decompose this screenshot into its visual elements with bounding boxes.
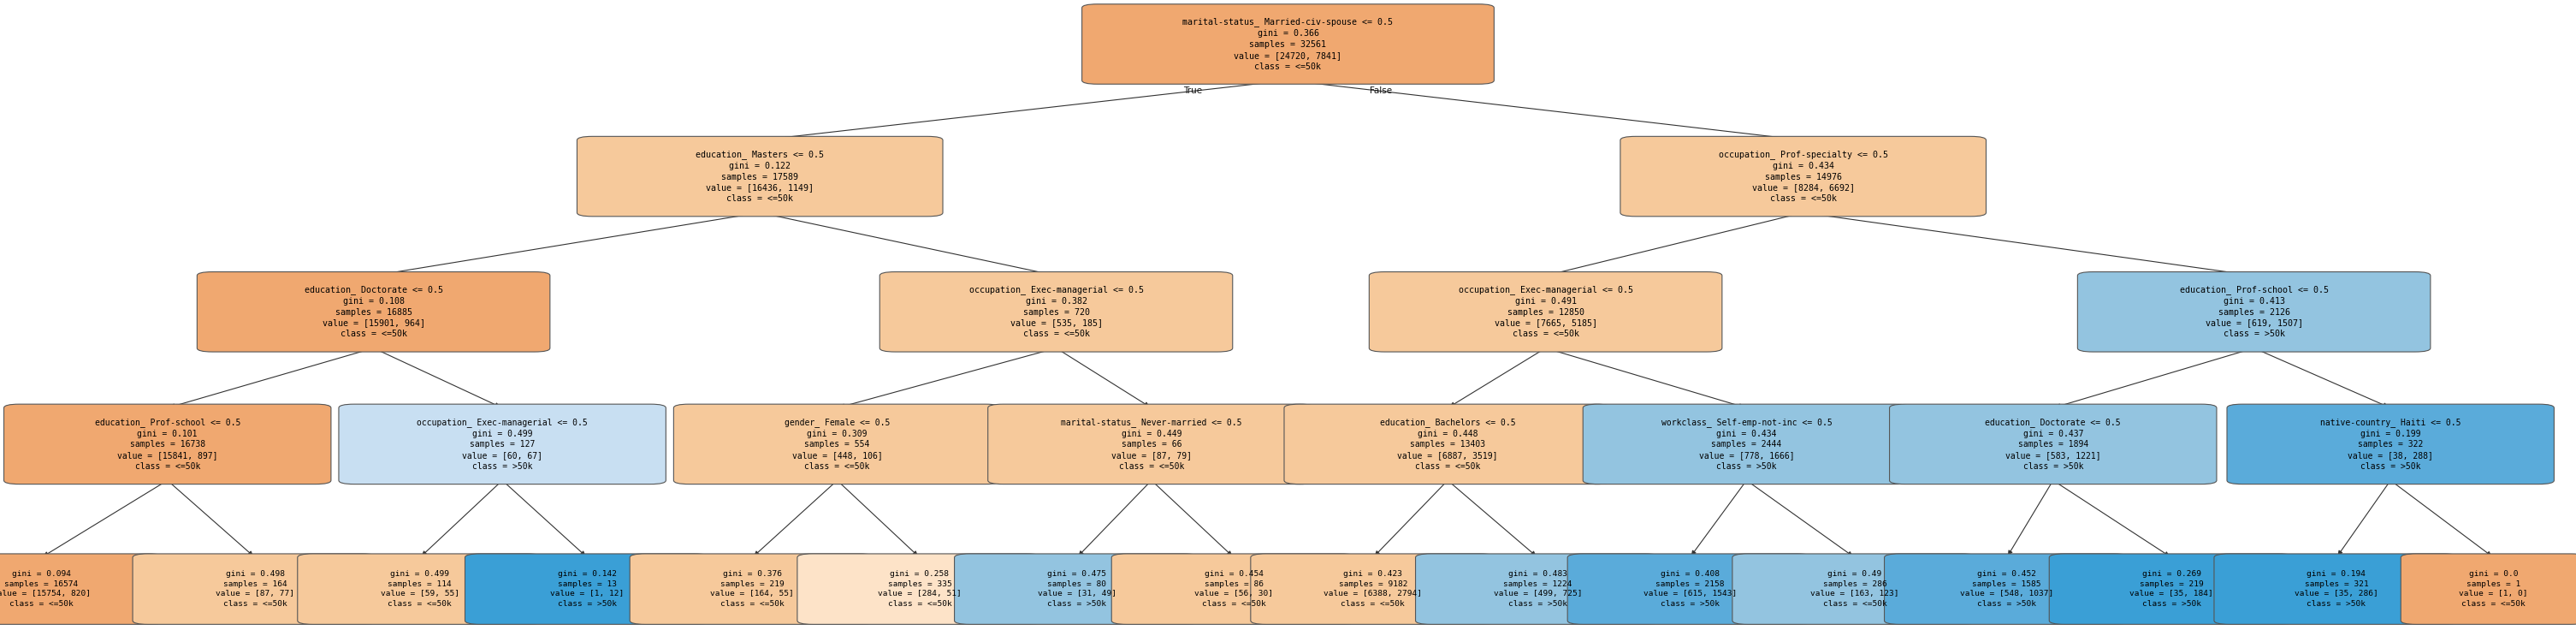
Text: gini = 0.269
samples = 219
value = [35, 184]
class = >50k: gini = 0.269 samples = 219 value = [35, … [2130, 571, 2213, 607]
Text: workclass_ Self-emp-not-inc <= 0.5
gini = 0.434
samples = 2444
value = [778, 166: workclass_ Self-emp-not-inc <= 0.5 gini … [1662, 418, 1832, 471]
Text: education_ Prof-school <= 0.5
gini = 0.413
samples = 2126
value = [619, 1507]
cl: education_ Prof-school <= 0.5 gini = 0.4… [2179, 285, 2329, 338]
FancyBboxPatch shape [2215, 554, 2458, 624]
Text: gender_ Female <= 0.5
gini = 0.309
samples = 554
value = [448, 106]
class = <=50: gender_ Female <= 0.5 gini = 0.309 sampl… [786, 418, 889, 471]
FancyBboxPatch shape [2226, 404, 2555, 484]
FancyBboxPatch shape [1285, 404, 1613, 484]
FancyBboxPatch shape [296, 554, 541, 624]
Text: gini = 0.483
samples = 1224
value = [499, 725]
class = >50k: gini = 0.483 samples = 1224 value = [499… [1494, 571, 1582, 607]
Text: gini = 0.475
samples = 80
value = [31, 49]
class = >50k: gini = 0.475 samples = 80 value = [31, 4… [1038, 571, 1115, 607]
FancyBboxPatch shape [1582, 404, 1911, 484]
FancyBboxPatch shape [2050, 554, 2293, 624]
FancyBboxPatch shape [134, 554, 379, 624]
Text: occupation_ Exec-managerial <= 0.5
gini = 0.382
samples = 720
value = [535, 185]: occupation_ Exec-managerial <= 0.5 gini … [969, 285, 1144, 338]
FancyBboxPatch shape [1886, 554, 2128, 624]
FancyBboxPatch shape [1566, 554, 1814, 624]
Text: education_ Prof-school <= 0.5
gini = 0.101
samples = 16738
value = [15841, 897]
: education_ Prof-school <= 0.5 gini = 0.1… [95, 418, 240, 471]
FancyBboxPatch shape [3, 404, 330, 484]
FancyBboxPatch shape [1113, 554, 1355, 624]
FancyBboxPatch shape [2079, 272, 2432, 352]
FancyBboxPatch shape [629, 554, 876, 624]
Text: education_ Bachelors <= 0.5
gini = 0.448
samples = 13403
value = [6887, 3519]
cl: education_ Bachelors <= 0.5 gini = 0.448… [1381, 418, 1515, 471]
FancyBboxPatch shape [466, 554, 708, 624]
Text: education_ Doctorate <= 0.5
gini = 0.108
samples = 16885
value = [15901, 964]
cl: education_ Doctorate <= 0.5 gini = 0.108… [304, 285, 443, 338]
FancyBboxPatch shape [577, 137, 943, 217]
FancyBboxPatch shape [1734, 554, 1978, 624]
FancyBboxPatch shape [1082, 4, 1494, 84]
Text: occupation_ Exec-managerial <= 0.5
gini = 0.491
samples = 12850
value = [7665, 5: occupation_ Exec-managerial <= 0.5 gini … [1458, 285, 1633, 338]
Text: gini = 0.142
samples = 13
value = [1, 12]
class = >50k: gini = 0.142 samples = 13 value = [1, 12… [551, 571, 623, 607]
Text: gini = 0.423
samples = 9182
value = [6388, 2794]
class = <=50k: gini = 0.423 samples = 9182 value = [638… [1324, 571, 1422, 607]
Text: occupation_ Exec-managerial <= 0.5
gini = 0.499
samples = 127
value = [60, 67]
c: occupation_ Exec-managerial <= 0.5 gini … [417, 418, 587, 471]
Text: False: False [1370, 87, 1391, 95]
Text: marital-status_ Never-married <= 0.5
gini = 0.449
samples = 66
value = [87, 79]
: marital-status_ Never-married <= 0.5 gin… [1061, 418, 1242, 471]
Text: gini = 0.258
samples = 335
value = [284, 51]
class = <=50k: gini = 0.258 samples = 335 value = [284,… [878, 571, 961, 607]
Text: gini = 0.094
samples = 16574
value = [15754, 820]
class = <=50k: gini = 0.094 samples = 16574 value = [15… [0, 571, 90, 607]
Text: gini = 0.408
samples = 2158
value = [615, 1543]
class = >50k: gini = 0.408 samples = 2158 value = [615… [1643, 571, 1736, 607]
Text: True: True [1182, 87, 1203, 95]
FancyBboxPatch shape [953, 554, 1200, 624]
FancyBboxPatch shape [1620, 137, 1986, 217]
Text: gini = 0.194
samples = 321
value = [35, 286]
class = >50k: gini = 0.194 samples = 321 value = [35, … [2295, 571, 2378, 607]
FancyBboxPatch shape [675, 404, 999, 484]
FancyBboxPatch shape [1417, 554, 1659, 624]
FancyBboxPatch shape [1891, 404, 2218, 484]
FancyBboxPatch shape [2401, 554, 2576, 624]
FancyBboxPatch shape [881, 272, 1234, 352]
FancyBboxPatch shape [799, 554, 1041, 624]
Text: gini = 0.498
samples = 164
value = [87, 77]
class = <=50k: gini = 0.498 samples = 164 value = [87, … [216, 571, 294, 607]
FancyBboxPatch shape [0, 554, 165, 624]
Text: marital-status_ Married-civ-spouse <= 0.5
gini = 0.366
samples = 32561
value = [: marital-status_ Married-civ-spouse <= 0.… [1182, 18, 1394, 71]
Text: gini = 0.452
samples = 1585
value = [548, 1037]
class = >50k: gini = 0.452 samples = 1585 value = [548… [1960, 571, 2053, 607]
Text: education_ Masters <= 0.5
gini = 0.122
samples = 17589
value = [16436, 1149]
cla: education_ Masters <= 0.5 gini = 0.122 s… [696, 150, 824, 203]
Text: gini = 0.499
samples = 114
value = [59, 55]
class = <=50k: gini = 0.499 samples = 114 value = [59, … [381, 571, 459, 607]
FancyBboxPatch shape [1252, 554, 1494, 624]
FancyBboxPatch shape [196, 272, 551, 352]
Text: occupation_ Prof-specialty <= 0.5
gini = 0.434
samples = 14976
value = [8284, 66: occupation_ Prof-specialty <= 0.5 gini =… [1718, 150, 1888, 203]
FancyBboxPatch shape [1370, 272, 1721, 352]
Text: gini = 0.454
samples = 86
value = [56, 30]
class = <=50k: gini = 0.454 samples = 86 value = [56, 3… [1195, 571, 1273, 607]
Text: native-country_ Haiti <= 0.5
gini = 0.199
samples = 322
value = [38, 288]
class : native-country_ Haiti <= 0.5 gini = 0.19… [2321, 418, 2460, 471]
Text: education_ Doctorate <= 0.5
gini = 0.437
samples = 1894
value = [583, 1221]
clas: education_ Doctorate <= 0.5 gini = 0.437… [1986, 418, 2120, 471]
FancyBboxPatch shape [340, 404, 665, 484]
Text: gini = 0.0
samples = 1
value = [1, 0]
class = <=50k: gini = 0.0 samples = 1 value = [1, 0] cl… [2460, 571, 2527, 607]
Text: gini = 0.376
samples = 219
value = [164, 55]
class = <=50k: gini = 0.376 samples = 219 value = [164,… [711, 571, 793, 607]
Text: gini = 0.49
samples = 286
value = [163, 123]
class = <=50k: gini = 0.49 samples = 286 value = [163, … [1811, 571, 1899, 607]
FancyBboxPatch shape [989, 404, 1314, 484]
